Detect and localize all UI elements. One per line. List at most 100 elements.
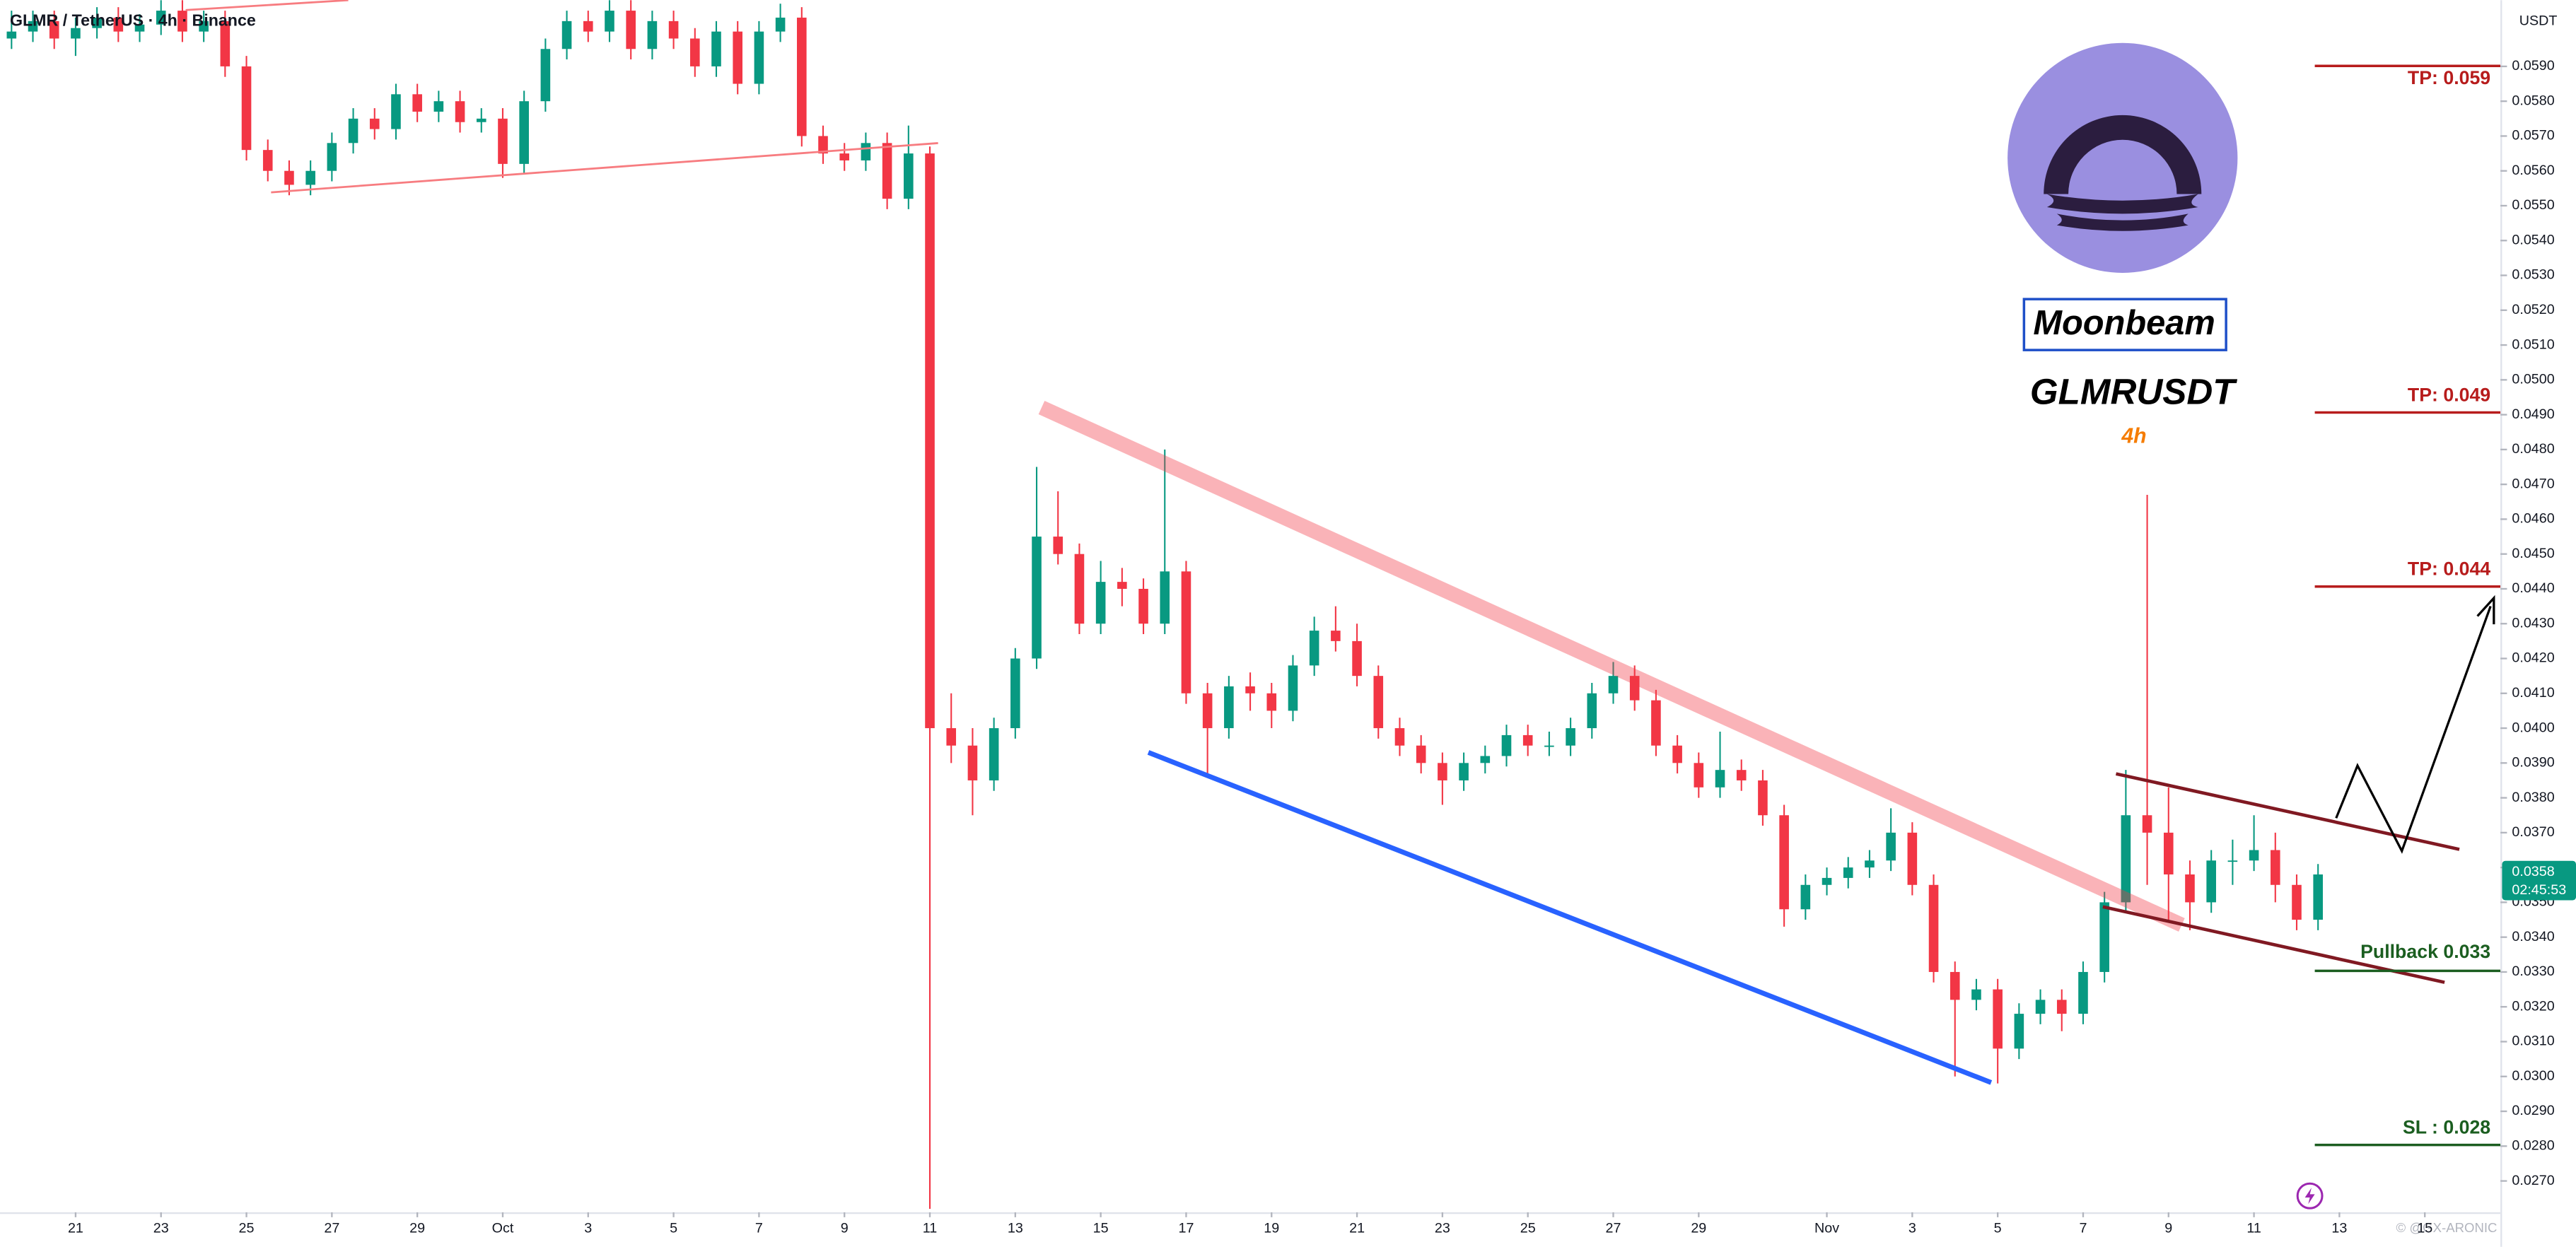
x-tick-label: 7 bbox=[755, 1220, 763, 1236]
y-tick-label: 0.0430 bbox=[2512, 615, 2554, 631]
candle-body bbox=[647, 21, 658, 49]
candle-body bbox=[1865, 860, 1875, 868]
candle-body bbox=[1202, 693, 1213, 729]
candle-body bbox=[1843, 867, 1853, 878]
candle-body bbox=[2249, 850, 2259, 861]
x-tick-label: Nov bbox=[1814, 1220, 1839, 1236]
candle-body bbox=[2014, 1014, 2024, 1049]
candle-body bbox=[1736, 770, 1747, 780]
candle-body bbox=[1672, 745, 1682, 763]
candle-body bbox=[1373, 676, 1384, 729]
tp-label: TP: 0.049 bbox=[2408, 384, 2490, 405]
x-tick-label: 5 bbox=[670, 1220, 677, 1236]
candle-body bbox=[1032, 537, 1042, 659]
alert-icon[interactable] bbox=[2296, 1182, 2324, 1210]
x-tick-label: 3 bbox=[584, 1220, 592, 1236]
x-tick-label: 9 bbox=[2164, 1220, 2172, 1236]
candle-body bbox=[946, 728, 957, 746]
candle-body bbox=[1416, 745, 1426, 763]
candle-body bbox=[1074, 554, 1085, 624]
x-tick-label: 27 bbox=[1606, 1220, 1621, 1236]
y-tick-label: 0.0330 bbox=[2512, 964, 2554, 979]
candle-body bbox=[2270, 850, 2280, 885]
candle-body bbox=[2035, 1000, 2046, 1014]
projection-path bbox=[2335, 606, 2492, 854]
candle-body bbox=[1053, 537, 1063, 554]
candle-body bbox=[305, 170, 315, 185]
candle-body bbox=[1309, 631, 1319, 666]
candle-body bbox=[2227, 860, 2238, 862]
candle-body bbox=[882, 143, 892, 199]
y-tick-label: 0.0470 bbox=[2512, 476, 2554, 491]
x-tick-label: 11 bbox=[923, 1220, 938, 1236]
logo-ring bbox=[2044, 115, 2202, 194]
x-tick-label: 3 bbox=[1908, 1220, 1916, 1236]
candle-body bbox=[2099, 902, 2109, 972]
candle-body bbox=[561, 21, 572, 49]
logo-wave bbox=[2056, 213, 2189, 231]
candle-body bbox=[775, 17, 786, 32]
y-tick-label: 0.0450 bbox=[2512, 546, 2554, 561]
y-tick-label: 0.0400 bbox=[2512, 720, 2554, 735]
candle-body bbox=[1822, 877, 1832, 885]
y-tick-label: 0.0420 bbox=[2512, 650, 2554, 666]
x-tick-label: 13 bbox=[2331, 1220, 2347, 1236]
x-tick-label: 15 bbox=[1093, 1220, 1109, 1236]
candle-body bbox=[925, 153, 935, 729]
candle-body bbox=[1800, 884, 1811, 910]
candle-body bbox=[262, 150, 273, 171]
candle-body bbox=[1971, 989, 1981, 1000]
y-tick-label: 0.0280 bbox=[2512, 1138, 2554, 1154]
x-tick-label: 27 bbox=[324, 1220, 339, 1236]
candle-body bbox=[498, 118, 508, 164]
candle-body bbox=[1438, 763, 1447, 780]
x-tick-label: 25 bbox=[1520, 1220, 1536, 1236]
support-line bbox=[1147, 750, 1993, 1085]
candle-body bbox=[2206, 860, 2216, 903]
y-tick-label: 0.0300 bbox=[2512, 1068, 2554, 1084]
drawings: TP: 0.059 TP: 0.049 TP: 0.044 Pullback 0… bbox=[185, 0, 2501, 1235]
candle-body bbox=[348, 118, 359, 144]
y-tick-label: 0.0510 bbox=[2512, 336, 2554, 352]
arrow-head bbox=[2476, 595, 2495, 625]
y-tick-label: 0.0590 bbox=[2512, 58, 2554, 74]
candle-body bbox=[134, 24, 145, 32]
candle-body bbox=[583, 21, 593, 32]
candle-body bbox=[1587, 693, 1597, 729]
y-tick-label: 0.0560 bbox=[2512, 163, 2554, 178]
y-tick-label: 0.0310 bbox=[2512, 1034, 2554, 1049]
candle-body bbox=[519, 101, 529, 164]
candle-body bbox=[1459, 763, 1469, 780]
candle-body bbox=[605, 11, 614, 32]
plot-area bbox=[6, 0, 2323, 1209]
candle-body bbox=[689, 38, 700, 66]
x-tick-label: 25 bbox=[239, 1220, 255, 1236]
candle-body bbox=[754, 31, 764, 84]
x-tick-label: 5 bbox=[1994, 1220, 2002, 1236]
currency-label: USDT bbox=[2519, 13, 2558, 29]
y-tick-label: 0.0410 bbox=[2512, 685, 2554, 701]
price-tag: 0.0358 02:45:53 bbox=[2502, 860, 2576, 901]
candle-body bbox=[92, 17, 102, 28]
candle-body bbox=[1758, 780, 1768, 816]
trend-line bbox=[271, 142, 938, 194]
coin-name: Moonbeam bbox=[2033, 304, 2215, 342]
candle-body bbox=[733, 31, 742, 84]
candle-body bbox=[476, 118, 486, 122]
candle-body bbox=[1629, 676, 1640, 701]
candle-body bbox=[540, 49, 551, 102]
pullback-label: Pullback 0.033 bbox=[2360, 941, 2490, 962]
candle-body bbox=[1288, 665, 1298, 711]
candle-body bbox=[433, 101, 444, 112]
candle-body bbox=[1651, 700, 1661, 746]
candle-body bbox=[626, 11, 636, 49]
x-tick-label: 19 bbox=[1264, 1220, 1279, 1236]
y-tick-label: 0.0390 bbox=[2512, 755, 2554, 771]
candle-body bbox=[177, 11, 187, 32]
candle-body bbox=[284, 170, 294, 185]
candle-body bbox=[1117, 582, 1127, 589]
x-tick-label: 7 bbox=[2079, 1220, 2087, 1236]
candle-body bbox=[1907, 832, 1918, 885]
tp-label: TP: 0.044 bbox=[2408, 558, 2490, 580]
